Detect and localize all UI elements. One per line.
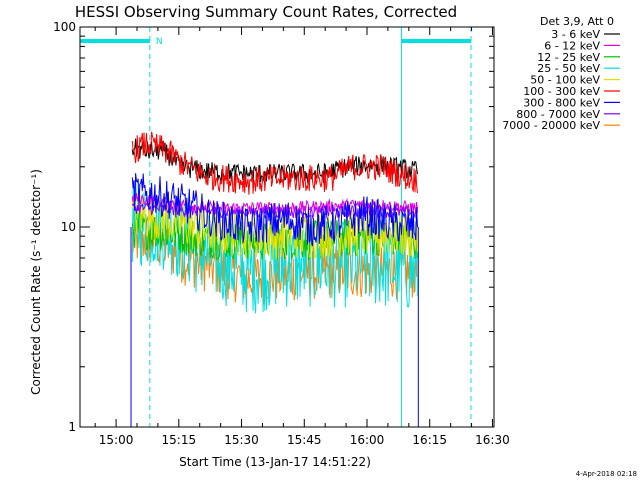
legend-label-2: 12 - 25 keV xyxy=(537,51,600,64)
y-axis-label: Corrected Count Rate (s⁻¹ detector⁻¹) xyxy=(29,169,43,395)
legend-label-4: 50 - 100 keV xyxy=(530,74,600,87)
x-tick-label-2: 15:30 xyxy=(224,433,259,447)
plot-frame xyxy=(79,26,495,428)
legend-label-1: 6 - 12 keV xyxy=(544,39,600,52)
chart-title: HESSI Observing Summary Count Rates, Cor… xyxy=(75,3,457,21)
series-line-5 xyxy=(131,131,418,195)
y-tick-label-2: 100 xyxy=(53,20,76,34)
y-tick-label-1: 10 xyxy=(61,220,76,234)
plot-area: N 15:00 15:15 15:30 15:45 16:00 16:15 16:30 1 10 1… xyxy=(53,20,510,447)
x-tick-label-6: 16:30 xyxy=(475,433,510,447)
legend-title: Det 3,9, Att 0 xyxy=(540,15,614,28)
x-tick-label-1: 15:15 xyxy=(162,433,197,447)
x-tick-label-3: 15:45 xyxy=(287,433,322,447)
legend-label-3: 25 - 50 keV xyxy=(537,62,600,75)
annotation-label: N xyxy=(156,37,163,47)
x-axis-label: Start Time (13-Jan-17 14:51:22) xyxy=(179,455,371,469)
legend-label-7: 800 - 7000 keV xyxy=(516,108,600,121)
x-tick-label-0: 15:00 xyxy=(99,433,134,447)
legend-label-5: 100 - 300 keV xyxy=(523,85,600,98)
x-tick-label-5: 16:15 xyxy=(412,433,447,447)
series-line-6 xyxy=(131,173,418,247)
legend-label-8: 7000 - 20000 keV xyxy=(502,119,600,132)
timestamp: 4-Apr-2018 02:18 xyxy=(576,470,637,478)
legend-label-0: 3 - 6 keV xyxy=(551,28,600,41)
legend-label-6: 300 - 800 keV xyxy=(523,96,600,109)
x-tick-label-4: 16:00 xyxy=(350,433,385,447)
y-tick-label-0: 1 xyxy=(68,420,76,434)
series-line-4 xyxy=(131,195,418,260)
